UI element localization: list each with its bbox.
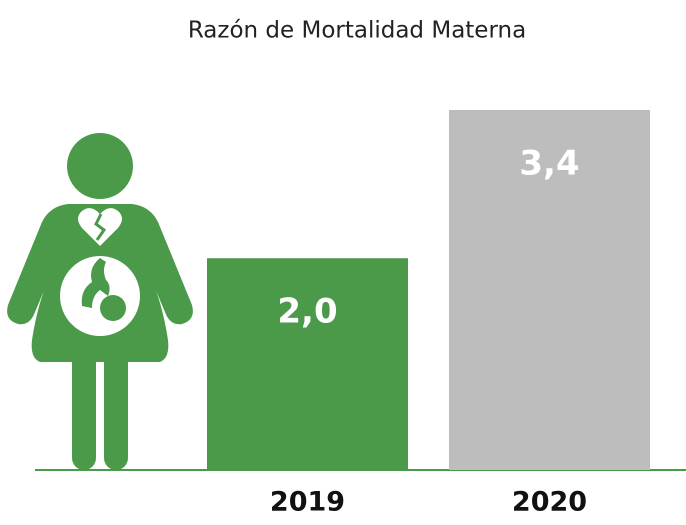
value-label: 2,0 (277, 292, 337, 332)
bar (207, 258, 408, 470)
x-tick-label: 2020 (512, 487, 587, 518)
bar (449, 110, 650, 470)
icon (7, 133, 193, 470)
value-label: 3,4 (519, 144, 579, 184)
chart-title: Razón de Mortalidad Materna (188, 18, 526, 44)
x-tick-label: 2019 (270, 487, 345, 518)
